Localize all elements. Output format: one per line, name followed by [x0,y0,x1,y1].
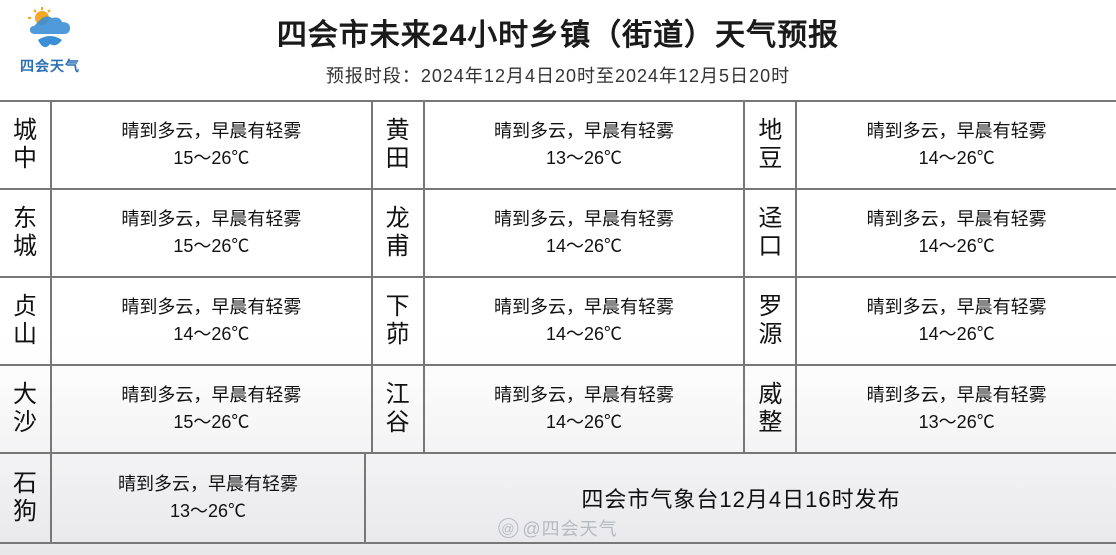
town-forecast: 晴到多云，早晨有轻雾14～26℃ [52,278,373,364]
weather-forecast-page: 四会天气 四会市未来24小时乡镇（街道）天气预报 预报时段：2024年12月4日… [0,0,1116,555]
town-forecast: 晴到多云，早晨有轻雾14～26℃ [425,190,746,276]
town-forecast: 晴到多云，早晨有轻雾15～26℃ [52,190,373,276]
town-name: 东城 [0,190,52,276]
town-forecast: 晴到多云，早晨有轻雾13～26℃ [425,102,746,188]
town-name: 城中 [0,102,52,188]
publish-info: 四会市气象台12月4日16时发布 [366,454,1116,542]
town-forecast: 晴到多云，早晨有轻雾14～26℃ [425,366,746,452]
town-name: 黄田 [373,102,425,188]
table-row: 城中 晴到多云，早晨有轻雾15～26℃ 黄田 晴到多云，早晨有轻雾13～26℃ … [0,102,1116,190]
town-name: 大沙 [0,366,52,452]
town-forecast: 晴到多云，早晨有轻雾14～26℃ [425,278,746,364]
town-name: 迳口 [745,190,797,276]
town-forecast: 晴到多云，早晨有轻雾14～26℃ [797,102,1116,188]
town-forecast: 晴到多云，早晨有轻雾13～26℃ [797,366,1116,452]
table-row: 大沙 晴到多云，早晨有轻雾15～26℃ 江谷 晴到多云，早晨有轻雾14～26℃ … [0,366,1116,454]
town-forecast: 晴到多云，早晨有轻雾14～26℃ [797,190,1116,276]
logo-text: 四会天气 [18,56,82,76]
town-name: 龙甫 [373,190,425,276]
logo-block: 四会天气 [18,6,82,76]
town-forecast: 晴到多云，早晨有轻雾13～26℃ [52,454,366,542]
town-name: 下茆 [373,278,425,364]
town-name: 贞山 [0,278,52,364]
town-forecast: 晴到多云，早晨有轻雾15～26℃ [52,102,373,188]
header: 四会市未来24小时乡镇（街道）天气预报 预报时段：2024年12月4日20时至2… [0,0,1116,88]
forecast-table: 城中 晴到多云，早晨有轻雾15～26℃ 黄田 晴到多云，早晨有轻雾13～26℃ … [0,100,1116,544]
table-row: 贞山 晴到多云，早晨有轻雾14～26℃ 下茆 晴到多云，早晨有轻雾14～26℃ … [0,278,1116,366]
town-name: 江谷 [373,366,425,452]
town-forecast: 晴到多云，早晨有轻雾15～26℃ [52,366,373,452]
forecast-period: 预报时段：2024年12月4日20时至2024年12月5日20时 [0,62,1116,88]
town-forecast: 晴到多云，早晨有轻雾14～26℃ [797,278,1116,364]
town-name: 石狗 [0,454,52,542]
logo-icon [24,6,76,54]
page-title: 四会市未来24小时乡镇（街道）天气预报 [0,10,1116,54]
town-name: 罗源 [745,278,797,364]
table-row: 东城 晴到多云，早晨有轻雾15～26℃ 龙甫 晴到多云，早晨有轻雾14～26℃ … [0,190,1116,278]
table-row: 石狗 晴到多云，早晨有轻雾13～26℃ 四会市气象台12月4日16时发布 [0,454,1116,544]
town-name: 威整 [745,366,797,452]
town-name: 地豆 [745,102,797,188]
